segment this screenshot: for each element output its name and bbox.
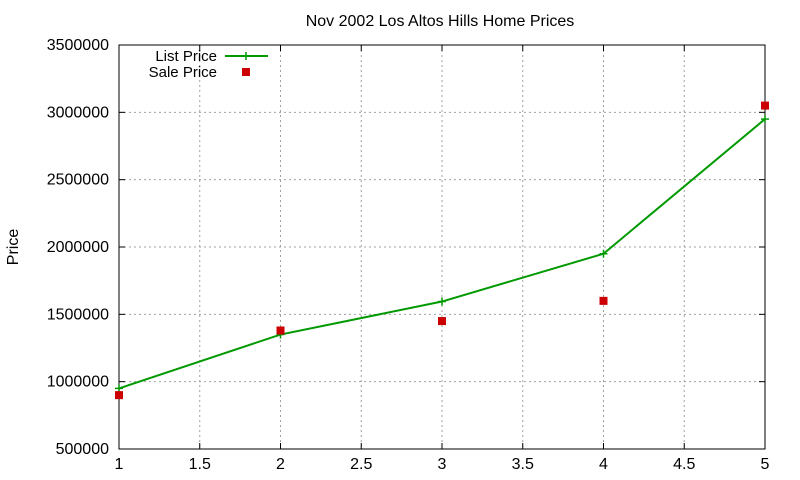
series-sale-price bbox=[115, 101, 769, 400]
y-tick-label: 2000000 bbox=[47, 239, 109, 256]
data-point bbox=[761, 115, 769, 124]
grid-lines bbox=[119, 45, 765, 449]
legend-label: Sale Price bbox=[149, 64, 217, 81]
x-tick-label: 5 bbox=[761, 456, 770, 473]
series-list-price bbox=[115, 115, 769, 393]
data-point bbox=[599, 249, 608, 258]
chart-title: Nov 2002 Los Altos Hills Home Prices bbox=[306, 13, 575, 30]
x-tick-label: 3 bbox=[438, 456, 447, 473]
data-point bbox=[761, 101, 769, 110]
y-axis-label: Price bbox=[5, 229, 22, 266]
series-layer bbox=[115, 101, 769, 400]
x-tick-label: 3.5 bbox=[512, 456, 534, 473]
data-point bbox=[115, 384, 123, 393]
axis-ticks: 1 1.5 2 2.5 3 3.5 4 4.5 5 500000 1000000 1500000 200… bbox=[47, 37, 770, 473]
y-tick-label: 3000000 bbox=[47, 104, 109, 121]
y-tick-label: 1500000 bbox=[47, 306, 109, 323]
data-point bbox=[115, 391, 123, 400]
data-point bbox=[438, 297, 446, 306]
x-tick-label: 2.5 bbox=[350, 456, 372, 473]
data-point bbox=[438, 317, 446, 326]
x-tick-label: 1 bbox=[115, 456, 124, 473]
legend-marker bbox=[242, 52, 250, 60]
data-point bbox=[276, 326, 285, 335]
y-tick-label: 2500000 bbox=[47, 172, 109, 189]
x-tick-label: 2 bbox=[276, 456, 285, 473]
x-tick-label: 1.5 bbox=[189, 456, 211, 473]
y-tick-label: 1000000 bbox=[47, 374, 109, 391]
series-line bbox=[118, 118, 766, 390]
legend-marker bbox=[242, 68, 250, 76]
x-tick-label: 4.5 bbox=[673, 456, 695, 473]
y-tick-label: 500000 bbox=[56, 441, 109, 458]
x-tick-label: 4 bbox=[599, 456, 608, 473]
legend-label: List Price bbox=[155, 48, 217, 65]
y-tick-label: 3500000 bbox=[47, 37, 109, 54]
data-point bbox=[599, 296, 608, 305]
